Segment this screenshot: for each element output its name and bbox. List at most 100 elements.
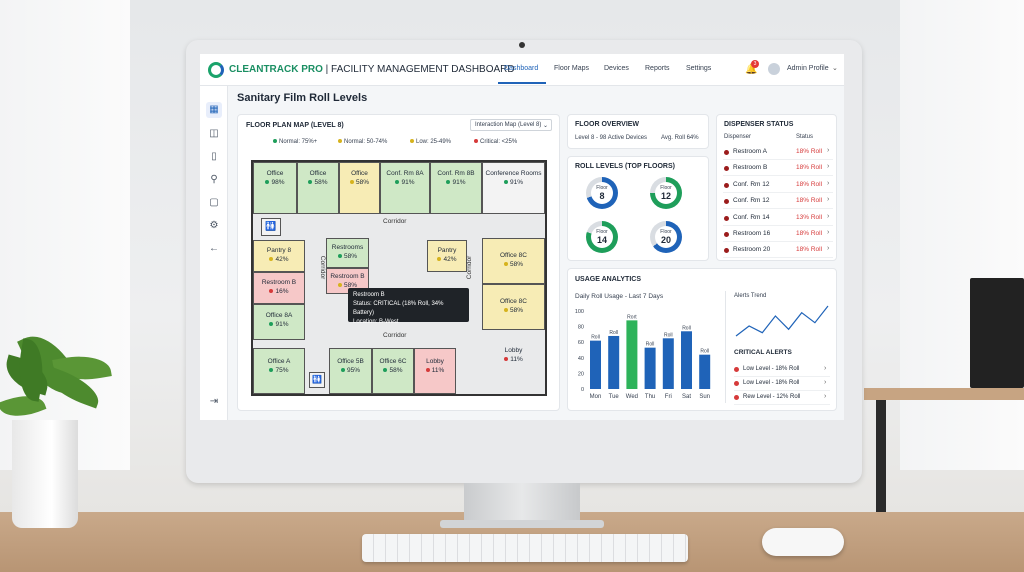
column-header-dispenser: Dispenser <box>724 134 752 140</box>
dispenser-name: Conf. Rm 12 <box>733 197 770 205</box>
restroom-icon: 🚻 <box>261 218 281 236</box>
floor-ring[interactable]: Floor 12 <box>650 177 682 209</box>
chevron-down-icon[interactable]: ⌄ <box>832 65 838 72</box>
alert-row[interactable]: Rew Level - 12% Roll › <box>734 391 830 405</box>
background-monitor <box>970 278 1024 388</box>
tab-settings[interactable]: Settings <box>686 65 712 72</box>
floor-ring[interactable]: Floor 8 <box>586 177 618 209</box>
floor-overview-card: FLOOR OVERVIEW Level 8 - 98 Active Devic… <box>567 114 709 149</box>
roll-icon[interactable]: ◫ <box>209 128 219 139</box>
logout-icon[interactable]: ⇥ <box>209 396 219 407</box>
location-icon[interactable]: ⚲ <box>210 174 218 185</box>
webcam <box>519 42 525 48</box>
x-tick-label: Thu <box>645 394 655 400</box>
ring-floor-number: 8 <box>599 191 605 201</box>
avatar[interactable] <box>768 63 780 75</box>
legend-item: Critical: <25% <box>474 139 517 145</box>
chevron-right-icon: › <box>824 393 827 400</box>
battery-icon[interactable]: ▯ <box>211 151 217 162</box>
keyboard <box>362 534 688 562</box>
room[interactable]: Conf. Rm 8B 91% <box>430 162 482 214</box>
room[interactable]: Office 5B 95% <box>329 348 372 394</box>
dispenser-status-title: DISPENSER STATUS <box>724 121 794 128</box>
x-tick-label: Wed <box>626 394 638 400</box>
admin-profile[interactable]: Admin Profile <box>787 65 829 72</box>
chevron-right-icon: › <box>827 147 830 154</box>
dispenser-value: 18% Roll <box>796 164 823 172</box>
dispenser-row[interactable]: Conf. Rm 12 18% Roll › <box>723 177 833 193</box>
bell-icon[interactable]: 🔔 <box>745 64 758 75</box>
chevron-right-icon: › <box>827 179 830 187</box>
room[interactable]: Office A 75% <box>253 348 305 394</box>
alert-row[interactable]: Low Level - 18% Roll › <box>734 363 830 377</box>
dispenser-row[interactable]: Restroom 20 18% Roll › <box>723 242 833 259</box>
dashboard-icon[interactable]: ▦ <box>206 102 222 118</box>
room[interactable]: Restroom B 16% <box>253 272 305 304</box>
floor-overview-title: FLOOR OVERVIEW <box>575 121 640 128</box>
dispenser-value: 18% Roll <box>796 246 823 254</box>
chevron-right-icon: › <box>824 379 827 386</box>
y-tick-label: 80 <box>578 325 584 331</box>
room[interactable]: Office 8C 58% <box>482 238 545 284</box>
dispenser-row[interactable]: Restroom A 18% Roll › <box>723 144 833 160</box>
room[interactable]: Conference Rooms 91% <box>482 162 545 214</box>
back-arrow-icon[interactable]: ← <box>209 243 219 254</box>
dispenser-name: Restroom A <box>733 148 767 155</box>
y-tick-label: 40 <box>578 356 584 362</box>
bar <box>681 331 692 389</box>
corridor-label: Corridor <box>319 255 327 280</box>
gear-icon[interactable]: ⚙ <box>209 220 219 231</box>
room[interactable]: Lobby 11% <box>414 348 456 394</box>
room[interactable]: Office 6C 58% <box>372 348 414 394</box>
room[interactable]: Conf. Rm 8A 91% <box>380 162 430 214</box>
status-dot <box>724 150 729 155</box>
room[interactable]: Restroom B 58% <box>326 268 369 294</box>
dispenser-value: 13% Roll <box>796 213 823 221</box>
dispenser-row[interactable]: Restroom 16 18% Roll › <box>723 226 833 242</box>
side-table-leg <box>876 400 886 512</box>
tab-floor-maps[interactable]: Floor Maps <box>554 65 590 72</box>
room[interactable]: Office 58% <box>339 162 380 214</box>
bar <box>662 338 674 389</box>
room[interactable]: Pantry 42% <box>427 240 467 272</box>
room[interactable]: Pantry 8 42% <box>253 240 305 272</box>
dispenser-value: 18% Roll <box>796 148 823 155</box>
chevron-right-icon: › <box>827 245 830 253</box>
room[interactable]: Office 98% <box>253 162 297 214</box>
tab-reports[interactable]: Reports <box>645 65 670 72</box>
alerts-trend-title: Alerts Trend <box>734 293 767 299</box>
x-tick-label: Sat <box>682 394 691 400</box>
floor-ring[interactable]: Floor 20 <box>650 221 682 253</box>
folder-icon[interactable]: ▢ <box>209 197 219 208</box>
x-tick-label: Tue <box>609 394 620 400</box>
ring-floor-number: 12 <box>660 191 671 201</box>
tab-dashboard[interactable]: Dashboard <box>504 65 539 72</box>
bar <box>699 354 711 389</box>
tab-devices[interactable]: Devices <box>604 65 629 72</box>
room[interactable]: Office 8A 91% <box>253 304 305 340</box>
dispenser-row[interactable]: Conf. Rm 12 18% Roll › <box>723 193 833 210</box>
dispenser-status-card: DISPENSER STATUS Dispenser Status Restro… <box>716 114 837 261</box>
monitor-stand <box>464 483 580 523</box>
room[interactable]: Office 8C 58% <box>482 284 545 330</box>
ring-label: Floor <box>596 229 608 235</box>
usage-chart-title: Daily Roll Usage - Last 7 Days <box>575 293 664 300</box>
status-dot <box>724 215 729 221</box>
room[interactable]: Office 58% <box>297 162 339 214</box>
restroom-icon: 🚻 <box>309 372 325 388</box>
ring-floor-number: 14 <box>596 235 607 245</box>
room[interactable]: Lobby 11% <box>504 347 523 363</box>
y-tick-label: 20 <box>578 371 584 377</box>
bar <box>644 347 656 389</box>
bar <box>608 335 620 389</box>
dispenser-row[interactable]: Conf. Rm 14 13% Roll › <box>723 210 833 226</box>
alerts-trend-chart <box>735 305 829 337</box>
notification-badge: 3 <box>751 60 759 68</box>
dispenser-row[interactable]: Restroom B 18% Roll › <box>723 160 833 177</box>
map-select[interactable]: Interaction Map (Level 8) ⌄ <box>470 119 552 131</box>
room[interactable]: Restrooms 58% <box>326 238 369 268</box>
alert-row[interactable]: Low Level - 18% Roll › <box>734 377 830 391</box>
room-tooltip: Restroom B Status: CRITICAL (18% Roll, 3… <box>348 288 469 325</box>
floor-ring[interactable]: Floor 14 <box>586 221 618 253</box>
x-tick-label: Sun <box>699 394 710 400</box>
